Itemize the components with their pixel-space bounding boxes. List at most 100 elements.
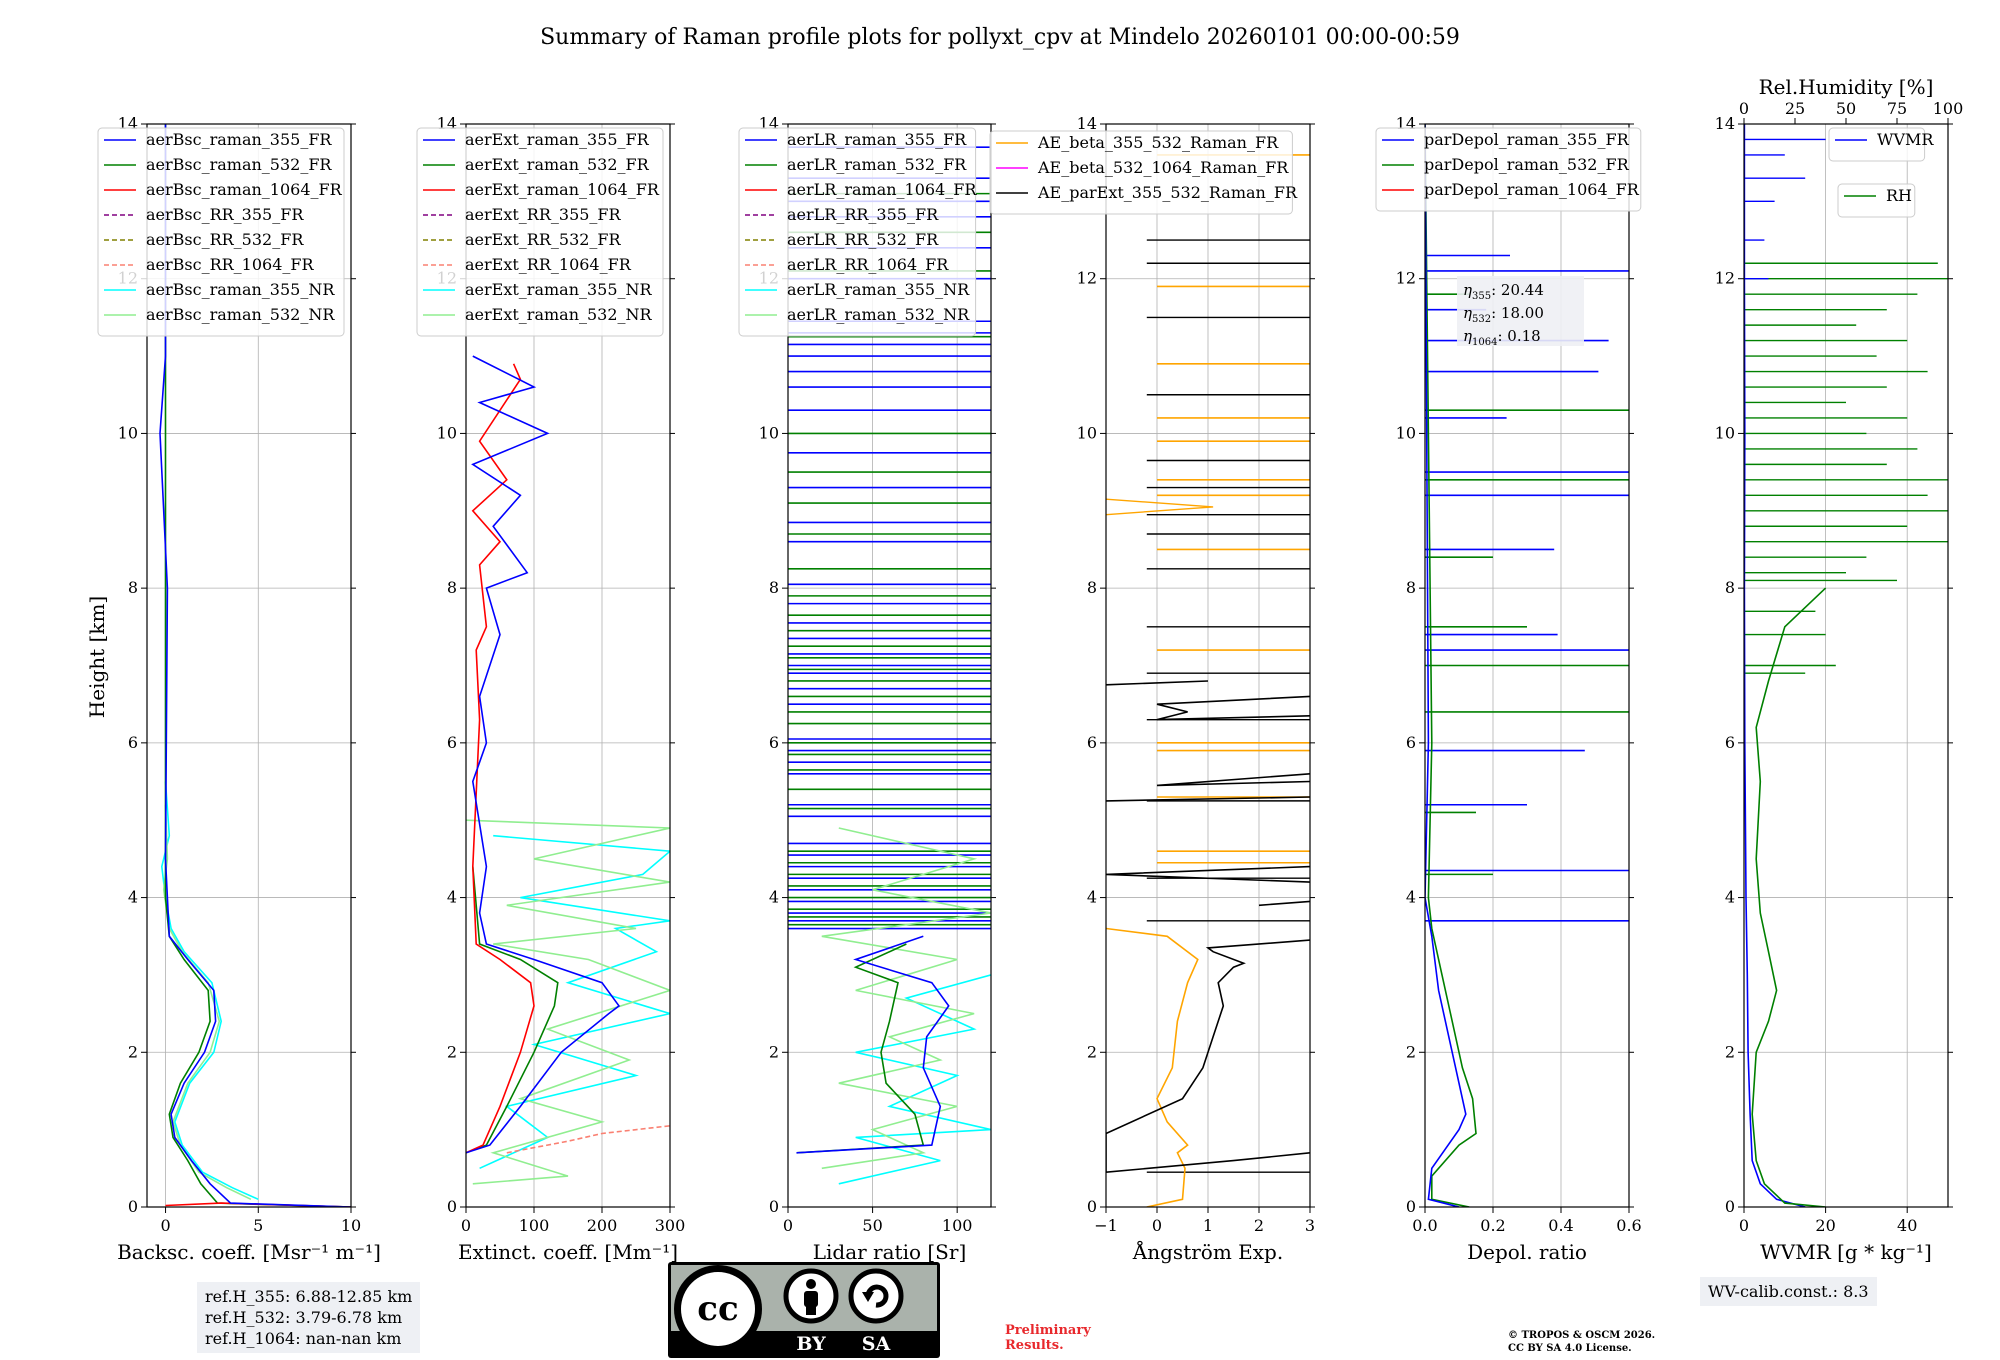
ext-legend: aerExt_raman_355_FR aerExt_raman_532_FRae… [416, 127, 664, 337]
ext-series-aerext-rr-1064-fr [506, 1125, 670, 1154]
bsc-legend-label: aerBsc_raman_532_NR [146, 305, 335, 324]
cc-by-label: BY [796, 1333, 826, 1355]
depol-annotation-box [1457, 276, 1584, 346]
ae-series-ae-parext-355-532-raman-fr [1106, 939, 1310, 1174]
ref-h-355: ref.H_355: 6.88-12.85 km [205, 1287, 413, 1306]
rh-legend-label: RH [1886, 186, 1912, 205]
wv-x-tick-label: 40 [1897, 1216, 1917, 1235]
depol-legend-box [1375, 127, 1642, 212]
wv-calibration-note: WV-calib.const.: 8.3 [1700, 1277, 1877, 1306]
lr-legend-label: aerLR_raman_355_FR [787, 130, 967, 149]
ae-x-tick-label: 0 [1152, 1216, 1162, 1235]
lr-series-aerlr-raman-532-fr [796, 943, 925, 1154]
copyright-note: © TROPOS & OSCM 2026. CC BY SA 4.0 Licen… [1508, 1329, 1655, 1355]
ext-x-axis-label: Extinct. coeff. [Mm⁻¹] [458, 1240, 678, 1264]
ext-legend-label: aerExt_RR_355_FR [465, 205, 622, 224]
ae-y-tick-label: 10 [1077, 423, 1097, 442]
rh-top-tick-label: 75 [1887, 99, 1907, 118]
bsc-x-tick-label: 10 [341, 1216, 361, 1235]
ext-y-tick-label: 10 [437, 423, 457, 442]
figure-title: Summary of Raman profile plots for polly… [540, 25, 1460, 50]
wv-y-tick-label: 12 [1715, 269, 1735, 288]
ae-y-tick-label: 0 [1087, 1197, 1097, 1216]
ae-series-ae-parext-355-532-raman-fr [1106, 796, 1310, 802]
depol-y-tick-label: 2 [1406, 1042, 1416, 1061]
ext-x-tick-label: 100 [519, 1216, 550, 1235]
ae-series-ae-beta-355-532-raman-fr [1106, 927, 1199, 1207]
ext-y-tick-label: 4 [447, 888, 457, 907]
bsc-legend-label: aerBsc_RR_532_FR [146, 230, 304, 249]
lr-legend: aerLR_raman_355_FR aerLR_raman_532_FR aerL… [738, 127, 977, 337]
rh-top-tick-label: 50 [1836, 99, 1856, 118]
depol-x-tick-label: 0.2 [1480, 1216, 1505, 1235]
bsc-legend-label: aerBsc_raman_355_FR [146, 130, 332, 149]
ext-y-tick-label: 8 [447, 578, 457, 597]
bsc-x-axis-label: Backsc. coeff. [Msr⁻¹ m⁻¹] [117, 1240, 381, 1264]
bsc-y-tick-label: 4 [128, 888, 138, 907]
depol-y-tick-label: 10 [1396, 423, 1416, 442]
ae-series-ae-parext-355-532-raman-fr [1258, 900, 1310, 907]
ext-series-aerext-raman-1064-fr [466, 363, 535, 1154]
rh-top-tick-label: 25 [1785, 99, 1805, 118]
wvmr-legend-label: WVMR [1877, 130, 1934, 149]
ref-h-1064: ref.H_1064: nan-nan km [205, 1329, 402, 1348]
lr-legend-label: aerLR_raman_532_NR [787, 305, 970, 324]
wv-plot-area [1744, 124, 1948, 1207]
bsc-legend-label: aerBsc_RR_1064_FR [146, 255, 315, 274]
bsc-legend-label: aerBsc_RR_355_FR [146, 205, 304, 224]
wv-series-wvmr [1744, 124, 1806, 1207]
bsc-series-aerbsc-raman-355-nr [160, 781, 259, 1201]
wvmr-legend-box [1828, 127, 1926, 162]
lr-y-tick-label: 8 [769, 578, 779, 597]
depol-y-tick-label: 6 [1406, 733, 1416, 752]
lr-legend-label: aerLR_raman_1064_FR [787, 180, 977, 199]
rh-top-tick-label: 100 [1933, 99, 1964, 118]
ext-x-tick-label: 200 [587, 1216, 618, 1235]
lr-legend-label: aerLR_RR_355_FR [787, 205, 939, 224]
depol-x-axis-label: Depol. ratio [1467, 1240, 1587, 1264]
ext-legend-label: aerExt_raman_532_FR [465, 155, 650, 174]
copyright-line-1: © TROPOS & OSCM 2026. [1508, 1330, 1656, 1341]
lr-legend-label: aerLR_RR_1064_FR [787, 255, 949, 274]
depol-y-tick-label: 0 [1406, 1197, 1416, 1216]
ae-y-tick-label: 4 [1087, 888, 1097, 907]
copyright-line-2: CC BY SA 4.0 License. [1508, 1343, 1632, 1354]
ext-legend-label: aerExt_raman_1064_FR [465, 180, 660, 199]
ext-legend-label: aerExt_raman_355_FR [465, 130, 650, 149]
ext-legend-label: aerExt_raman_355_NR [465, 280, 653, 299]
ae-plot-area [1106, 124, 1310, 1207]
cc-by-sa-logo: cc BY SA [668, 1262, 940, 1358]
ae-series-ae-parext-355-532-raman-fr [1106, 865, 1310, 883]
lr-y-tick-label: 10 [759, 423, 779, 442]
y-axis-label: Height [km] [85, 596, 109, 718]
ae-x-tick-label: 2 [1254, 1216, 1264, 1235]
wv-x-axis-label: WVMR [g * kg⁻¹] [1760, 1240, 1932, 1264]
ae-series-ae-parext-355-532-raman-fr [1156, 773, 1310, 787]
ext-legend-label: aerExt_RR_1064_FR [465, 255, 632, 274]
lr-x-axis-label: Lidar ratio [Sr] [813, 1240, 967, 1264]
lr-legend-label: aerLR_raman_355_NR [787, 280, 970, 299]
depol-y-tick-label: 12 [1396, 269, 1416, 288]
ae-x-tick-label: 3 [1305, 1216, 1315, 1235]
ae-x-axis-label: Ångström Exp. [1132, 1239, 1283, 1264]
wv-x-tick-label: 0 [1739, 1216, 1749, 1235]
bsc-legend: aerBsc_raman_355_FR aerBsc_raman_532_FRae… [97, 127, 345, 337]
cc-sa-label: SA [862, 1333, 891, 1355]
lr-series-aerlr-raman-355-nr [838, 974, 991, 1185]
wv-y-tick-label: 6 [1725, 733, 1735, 752]
ae-legend-label: AE_beta_355_532_Raman_FR [1037, 133, 1279, 152]
depol-legend-label: parDepol_raman_532_FR [1424, 155, 1630, 174]
bsc-frame [146, 123, 352, 1208]
bsc-y-tick-label: 6 [128, 733, 138, 752]
lr-x-tick-label: 50 [862, 1216, 882, 1235]
ext-series-aerext-raman-355-fr [466, 355, 621, 1154]
ae-legend-box [989, 130, 1293, 215]
depol-y-tick-label: 8 [1406, 578, 1416, 597]
ae-y-tick-label: 2 [1087, 1042, 1097, 1061]
